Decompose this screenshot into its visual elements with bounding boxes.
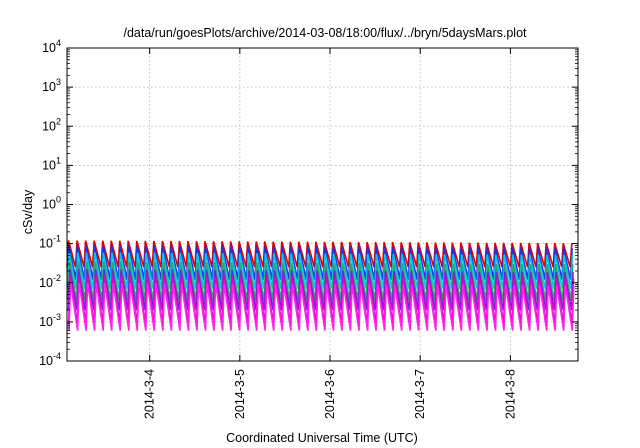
y-tick-label: 10-4: [39, 351, 61, 368]
y-tick-label: 103: [42, 77, 61, 94]
y-tick-label: 10-1: [39, 234, 61, 251]
series-group: [66, 240, 575, 331]
y-tick-label: 101: [42, 155, 61, 172]
series-line: [66, 252, 574, 289]
x-tick-label: 2014-3-8: [503, 369, 517, 419]
y-tick-label: 10-3: [39, 312, 61, 329]
series-line: [68, 282, 575, 331]
series-line: [66, 245, 573, 280]
x-tick-label: 2014-3-6: [323, 369, 337, 419]
series-line: [67, 261, 574, 301]
x-axis-label: Coordinated Universal Time (UTC): [226, 431, 418, 445]
y-tick-label: 104: [42, 38, 61, 55]
y-tick-label: 102: [42, 116, 61, 133]
ticks: 10-4 10-3 10-2 10-1 100 101 102 103 104 2014-3-4 2…: [39, 38, 578, 419]
x-tick-label: 2014-3-5: [233, 369, 247, 419]
y-tick-label: 10-2: [39, 273, 61, 290]
chart-title: /data/run/goesPlots/archive/2014-03-08/1…: [123, 26, 527, 40]
x-tick-label: 2014-3-4: [143, 369, 157, 419]
y-axis-label: cSv/day: [21, 189, 35, 234]
series-line: [66, 240, 573, 268]
x-tick-label: 2014-3-7: [413, 369, 427, 419]
y-tick-label: 100: [42, 195, 61, 212]
